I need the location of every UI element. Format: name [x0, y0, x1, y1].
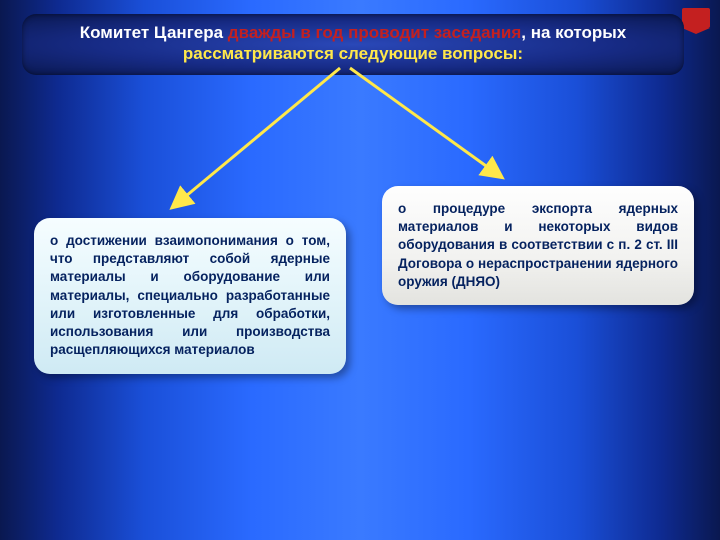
title-part-2: дважды в год проводит заседания: [223, 23, 521, 42]
card-left-text: о достижении взаимопонимания о том, что …: [50, 233, 330, 357]
title-box: Комитет Цангера дважды в год проводит за…: [22, 14, 684, 75]
title-part-4: рассматриваются следующие вопросы:: [183, 44, 523, 63]
card-left: о достижении взаимопонимания о том, что …: [34, 218, 346, 374]
arrow-left: [174, 68, 340, 206]
page-marker-icon: [682, 8, 710, 28]
title-part-1: Комитет Цангера: [80, 23, 223, 42]
title-part-3: , на которых: [521, 23, 626, 42]
card-right: о процедуре экспорта ядерных материалов …: [382, 186, 694, 305]
arrow-right: [350, 68, 500, 176]
slide: Комитет Цангера дважды в год проводит за…: [0, 0, 720, 540]
card-right-text: о процедуре экспорта ядерных материалов …: [398, 201, 678, 289]
